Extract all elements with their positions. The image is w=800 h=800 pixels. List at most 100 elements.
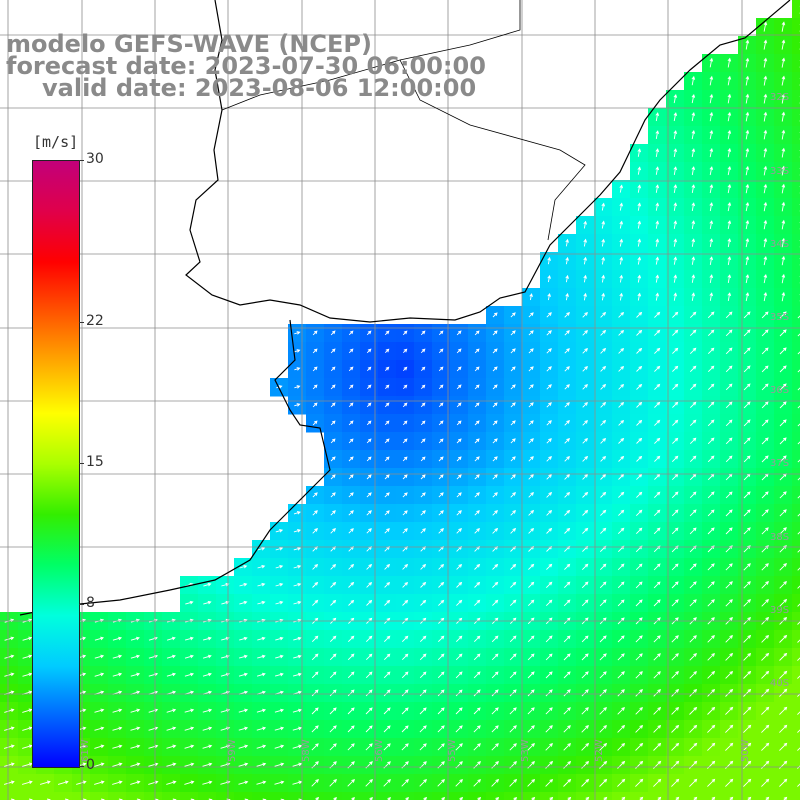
wind-arrow: [330, 528, 336, 534]
wind-arrow: [779, 509, 787, 517]
wind-arrow: [779, 347, 787, 355]
wind-arrow: [691, 274, 696, 283]
wind-arrow: [491, 635, 499, 643]
wind-arrow: [513, 796, 518, 800]
wind-arrow: [725, 383, 733, 391]
wind-arrow: [635, 689, 643, 697]
wind-arrow: [420, 563, 427, 570]
wind-arrow: [492, 581, 499, 588]
wind-arrow: [691, 184, 696, 193]
latitude-label: 34S: [770, 239, 789, 250]
wind-arrow: [745, 292, 750, 302]
wind-arrow: [419, 743, 427, 751]
wind-arrow: [420, 599, 427, 606]
wind-arrow: [599, 707, 607, 715]
wind-arrow: [797, 387, 800, 391]
wind-arrow: [636, 491, 643, 498]
wind-arrow: [743, 706, 752, 715]
wind-arrow: [761, 311, 769, 319]
wind-arrow: [348, 384, 354, 390]
wind-arrow: [707, 563, 715, 571]
wind-arrow: [711, 796, 716, 800]
wind-arrow: [600, 473, 607, 480]
wind-arrow: [473, 635, 481, 643]
wind-arrow: [581, 653, 589, 661]
wind-arrow: [617, 653, 625, 661]
wind-arrow: [292, 672, 302, 677]
wind-arrow: [599, 671, 607, 679]
wind-arrow: [582, 420, 588, 426]
wind-arrow: [383, 707, 391, 715]
wind-arrow: [671, 581, 679, 589]
wind-arrow: [707, 635, 715, 643]
wind-speed-cell: [792, 684, 800, 703]
wind-arrow: [689, 724, 698, 733]
wind-arrow: [492, 474, 498, 480]
wind-speed-cell: [288, 792, 307, 800]
wind-arrow: [671, 724, 680, 733]
wind-arrow: [348, 510, 354, 516]
wind-arrow: [689, 742, 698, 751]
wind-arrow: [675, 796, 680, 800]
wind-arrow: [546, 509, 553, 516]
wind-arrow: [600, 509, 607, 516]
wind-arrow: [689, 653, 697, 661]
wind-arrow: [311, 689, 319, 697]
wind-arrow: [292, 708, 303, 713]
wind-arrow: [729, 796, 734, 800]
wind-arrow: [600, 311, 607, 318]
wind-arrow: [4, 726, 15, 731]
wind-arrow: [528, 312, 534, 318]
wind-speed-cell: [792, 738, 800, 757]
wind-arrow: [184, 744, 195, 749]
wind-arrow: [112, 708, 123, 713]
wind-arrow: [275, 636, 284, 641]
wind-arrow: [528, 366, 534, 372]
wind-arrow: [330, 510, 336, 516]
wind-arrow: [456, 528, 462, 534]
wind-arrow: [617, 724, 626, 733]
wind-arrow: [347, 779, 355, 787]
wind-arrow: [22, 726, 33, 731]
wind-arrow: [671, 527, 679, 535]
wind-arrow: [238, 708, 249, 713]
wind-arrow: [330, 492, 336, 498]
wind-arrow: [707, 311, 715, 319]
wind-arrow: [727, 165, 732, 176]
wind-arrow: [509, 635, 517, 643]
wind-arrow: [348, 366, 354, 372]
wind-arrow: [654, 365, 661, 372]
wind-speed-cell: [54, 792, 73, 800]
wind-speed-cell: [792, 162, 800, 181]
wind-arrow: [563, 743, 571, 751]
wind-arrow: [581, 689, 589, 697]
wind-arrow: [725, 455, 733, 463]
wind-arrow: [725, 365, 733, 373]
wind-arrow: [4, 636, 15, 641]
wind-speed-cell: [234, 792, 253, 800]
wind-arrow: [402, 599, 409, 606]
wind-arrow: [745, 274, 750, 284]
wind-arrow: [184, 780, 195, 785]
wind-speed-cell: [468, 792, 487, 800]
wind-arrow: [148, 780, 159, 785]
wind-arrow: [707, 706, 716, 715]
wind-arrow: [761, 634, 770, 643]
wind-arrow: [671, 599, 679, 607]
wind-speed-cell: [792, 666, 800, 685]
wind-arrow: [709, 256, 714, 265]
wind-arrow: [743, 652, 752, 661]
wind-arrow: [438, 563, 445, 570]
wind-arrow: [420, 510, 426, 516]
wind-arrow: [691, 256, 696, 265]
wind-arrow: [166, 726, 177, 731]
longitude-labels: 61W 59W 58W 56W 55W 53W 52W 50W: [80, 739, 751, 762]
wind-arrow: [473, 689, 481, 697]
wind-arrow: [673, 166, 678, 175]
wind-arrow: [563, 671, 571, 679]
wind-arrow: [419, 707, 427, 715]
wind-arrow: [653, 671, 661, 679]
wind-arrow: [491, 689, 499, 697]
wind-arrow: [563, 689, 571, 697]
wind-arrow: [384, 581, 391, 588]
